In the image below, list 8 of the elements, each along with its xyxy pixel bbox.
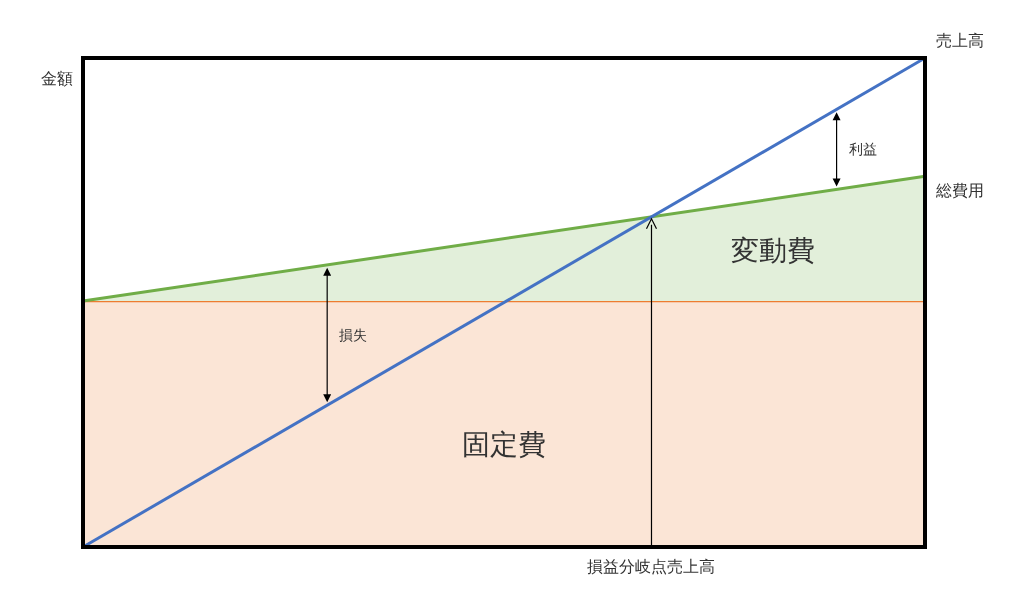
annotation: 変動費	[731, 233, 816, 267]
y-axis-title: 金額	[41, 69, 73, 88]
series-label: 総費用	[935, 181, 984, 201]
annotation: 損失	[339, 327, 368, 344]
text: 損益分岐点売上高	[587, 557, 716, 576]
annotation: 利益	[848, 141, 877, 158]
series-label: 固定費	[462, 428, 546, 462]
series-label: 売上高	[936, 31, 984, 50]
